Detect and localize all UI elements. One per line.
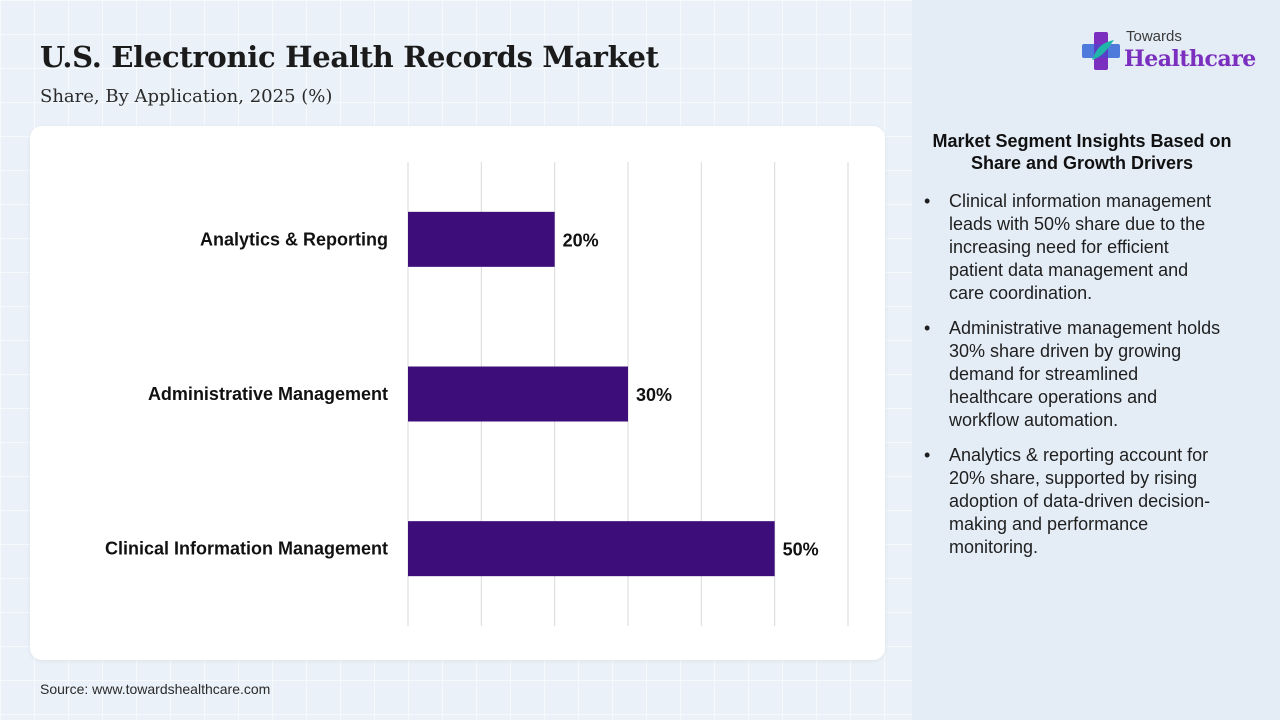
right-panel [912,0,1280,720]
insight-text: Administrative management holds 30% shar… [949,318,1221,430]
insight-text: Clinical information management leads wi… [949,191,1212,303]
category-label: Clinical Information Management [105,539,388,559]
data-label: 20% [563,230,599,250]
bar [408,366,628,422]
medical-cross-icon [1082,32,1120,70]
logo-text-towards: Towards [1126,28,1182,45]
insight-text: Analytics & reporting account for 20% sh… [949,445,1211,557]
insight-item: • Administrative management holds 30% sh… [922,317,1226,432]
page-subtitle: Share, By Application, 2025 (%) [40,86,333,107]
data-label: 50% [783,540,819,560]
insight-item: • Analytics & reporting account for 20% … [922,444,1226,559]
insight-item: • Clinical information management leads … [922,190,1226,305]
insights-title: Market Segment Insights Based on Share a… [932,131,1232,173]
data-label: 30% [636,385,672,405]
bullet-icon: • [924,445,931,465]
chart-card: Analytics & Reporting 20% Administrative M… [30,126,885,660]
bar-chart: Analytics & Reporting 20% Administrative M… [105,162,849,626]
towards-healthcare-logo: Towards Healthcare [1080,26,1260,78]
category-label: Analytics & Reporting [200,229,388,249]
page-title: U.S. Electronic Health Records Market [40,40,659,74]
bar [408,211,555,267]
bar [408,521,775,577]
insights-list: • Clinical information management leads … [922,190,1226,571]
source-note: Source: www.towardshealthcare.com [40,681,271,697]
logo-text-healthcare: Healthcare [1124,46,1256,72]
bullet-icon: • [924,318,931,338]
bullet-icon: • [924,191,931,211]
category-label: Administrative Management [148,384,388,404]
